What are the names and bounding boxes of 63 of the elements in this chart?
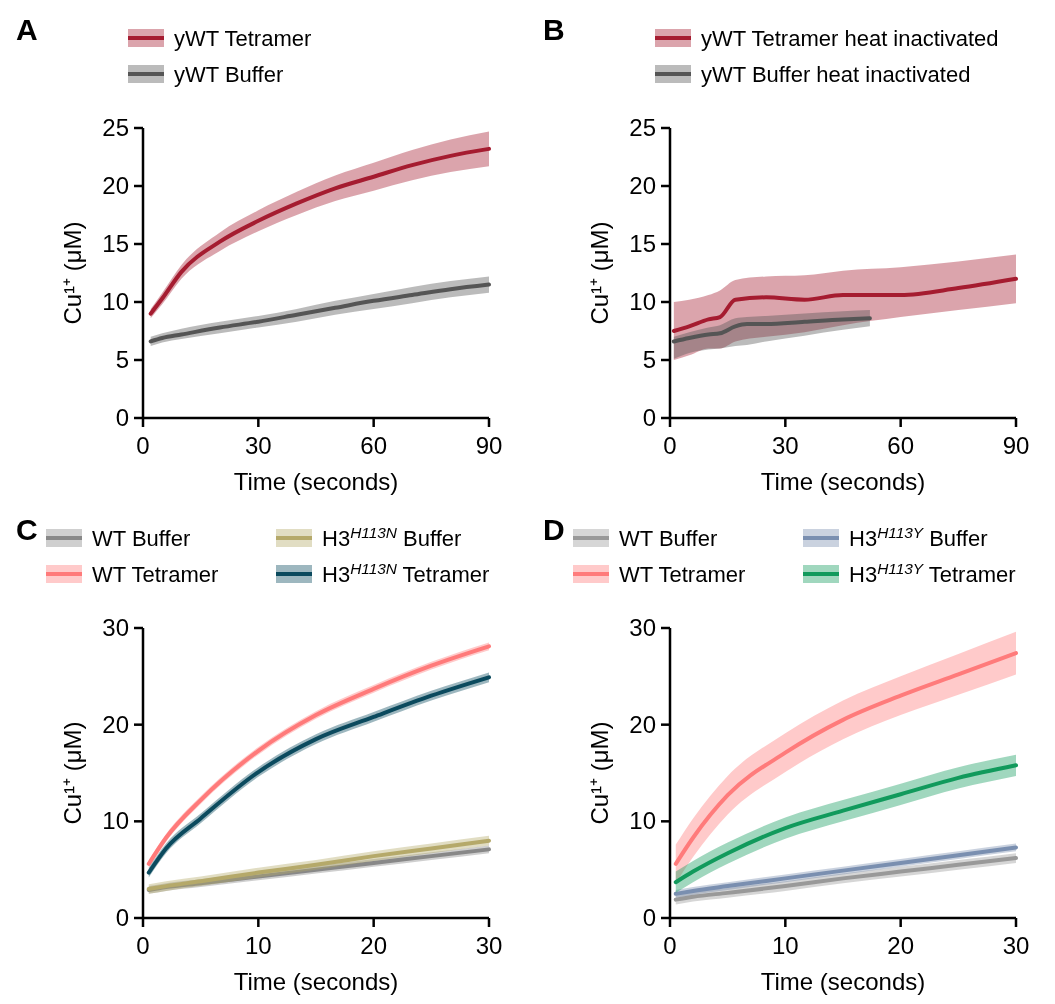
x-tick-label: 30 bbox=[244, 432, 272, 459]
y-tick-label: 0 bbox=[115, 904, 129, 931]
x-tick-label: 60 bbox=[887, 432, 915, 459]
legend-label: WT Tetramer bbox=[619, 562, 746, 587]
x-tick-label: 10 bbox=[771, 932, 799, 959]
x-tick-label: 0 bbox=[663, 432, 677, 459]
line-series bbox=[673, 651, 1018, 866]
legend-label: H3$^{H113Y}$ Buffer bbox=[849, 523, 988, 551]
x-axis-title: Time (seconds) bbox=[760, 468, 926, 495]
x-tick-label: 30 bbox=[475, 932, 503, 959]
x-axis-title: Time (seconds) bbox=[233, 968, 399, 995]
legend-label: H3$^{H113N}$ Tetramer bbox=[322, 559, 490, 587]
legend-label: H3$^{H113Y}$ Tetramer bbox=[849, 559, 1016, 587]
y-axis-title: Cu¹⁺ (μM) bbox=[586, 221, 613, 325]
x-tick-label: 20 bbox=[887, 932, 915, 959]
y-tick-label: 5 bbox=[642, 346, 656, 373]
x-tick-label: 60 bbox=[360, 432, 388, 459]
y-tick-label: 0 bbox=[642, 404, 656, 431]
x-tick-label: 30 bbox=[771, 432, 799, 459]
y-tick-label: 20 bbox=[102, 172, 129, 199]
y-tick-label: 15 bbox=[629, 230, 656, 257]
chart-title: B bbox=[543, 13, 565, 46]
x-tick-label: 0 bbox=[136, 932, 150, 959]
legend-label: H3$^{H113N}$ Buffer bbox=[322, 523, 462, 551]
x-tick-label: 30 bbox=[1002, 932, 1030, 959]
x-tick-label: 20 bbox=[360, 932, 388, 959]
legend-label: yWT Tetramer bbox=[174, 26, 312, 51]
x-tick-label: 0 bbox=[136, 432, 150, 459]
y-tick-label: 10 bbox=[629, 807, 656, 835]
chart-title: D bbox=[543, 513, 565, 546]
line-series bbox=[671, 276, 1018, 333]
legend-label: WT Buffer bbox=[619, 526, 718, 551]
y-tick-label: 30 bbox=[629, 614, 656, 641]
y-tick-label: 10 bbox=[629, 288, 656, 315]
chart-title: C bbox=[16, 513, 38, 546]
chart-title: A bbox=[16, 13, 38, 46]
x-tick-label: 10 bbox=[244, 932, 272, 959]
y-tick-label: 15 bbox=[102, 230, 129, 257]
x-tick-label: 90 bbox=[1002, 432, 1030, 459]
y-tick-label: 20 bbox=[102, 710, 129, 738]
legend-label: yWT Buffer heat inactivated bbox=[701, 62, 971, 87]
x-tick-label: 0 bbox=[663, 932, 677, 959]
x-tick-label: 90 bbox=[475, 432, 503, 459]
y-axis-title: Cu¹⁺ (μM) bbox=[586, 721, 613, 825]
y-tick-label: 10 bbox=[102, 288, 129, 315]
y-axis-title: Cu¹⁺ (μM) bbox=[59, 721, 86, 825]
legend-label: yWT Buffer bbox=[174, 62, 284, 87]
y-tick-label: 25 bbox=[629, 114, 656, 141]
x-axis-title: Time (seconds) bbox=[233, 468, 399, 495]
legend-label: WT Buffer bbox=[92, 526, 191, 551]
line-series bbox=[671, 316, 872, 344]
y-tick-label: 10 bbox=[102, 807, 129, 835]
y-tick-label: 0 bbox=[642, 904, 656, 931]
y-axis-title: Cu¹⁺ (μM) bbox=[59, 221, 86, 325]
legend-label: yWT Tetramer heat inactivated bbox=[701, 26, 999, 51]
y-tick-label: 20 bbox=[629, 172, 656, 199]
y-tick-label: 30 bbox=[102, 614, 129, 641]
y-tick-label: 0 bbox=[115, 404, 129, 431]
x-axis-title: Time (seconds) bbox=[760, 968, 926, 995]
legend-label: WT Tetramer bbox=[92, 562, 219, 587]
y-tick-label: 5 bbox=[115, 346, 129, 373]
y-tick-label: 20 bbox=[629, 710, 656, 738]
y-tick-label: 25 bbox=[102, 114, 129, 141]
